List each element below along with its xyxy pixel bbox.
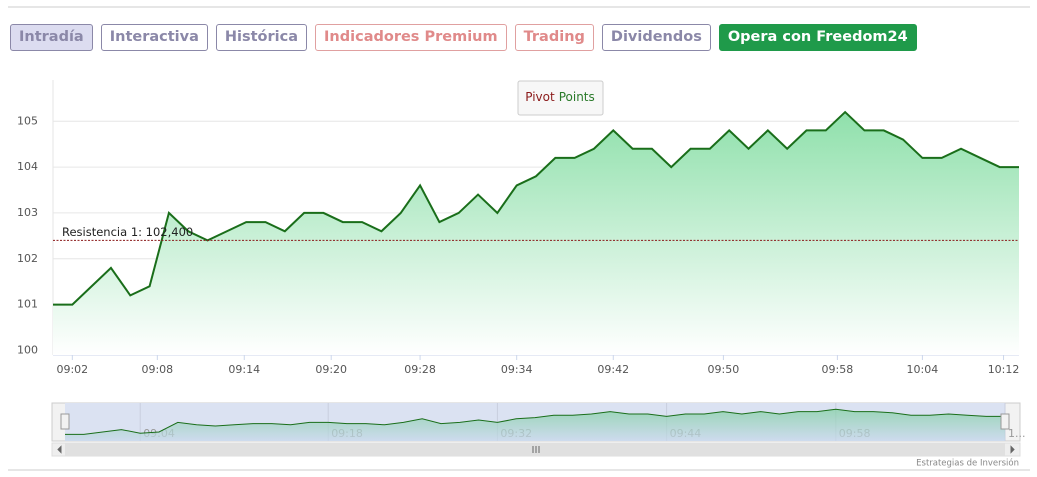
tab-button[interactable]: Dividendos <box>601 24 711 51</box>
legend-item: Points <box>559 90 595 104</box>
tab-button[interactable]: Trading <box>514 24 594 51</box>
resistance-label: Resistencia 1: 102,400 <box>62 225 193 239</box>
x-tick-label: 09:50 <box>708 363 740 376</box>
y-tick-label: 103 <box>17 206 38 219</box>
area-fill <box>53 112 1019 355</box>
navigator-tick-label: 1... <box>1008 427 1026 440</box>
x-tick-label: 09:28 <box>404 363 436 376</box>
x-tick-label: 09:20 <box>315 363 347 376</box>
tab-button[interactable]: Histórica <box>215 24 308 51</box>
tab-button[interactable]: Indicadores Premium <box>315 24 507 51</box>
tab-bar: Intradía Interactiva Histórica Indicadores … <box>10 24 917 51</box>
x-tick-label: 09:58 <box>822 363 854 376</box>
x-tick-label: 10:04 <box>907 363 939 376</box>
legend: Pivot Points <box>525 90 595 104</box>
scrollbar-thumb[interactable] <box>65 443 1005 456</box>
y-tick-label: 102 <box>17 252 38 265</box>
tab-button[interactable]: Interactiva <box>100 24 208 51</box>
navigator-area <box>65 409 1005 441</box>
tab-button[interactable]: Intradía <box>10 24 93 51</box>
y-tick-label: 101 <box>17 298 38 311</box>
x-tick-label: 09:42 <box>597 363 629 376</box>
scroll-arrows <box>57 445 1015 454</box>
legend-box <box>517 80 604 116</box>
x-tick-label: 09:02 <box>56 363 88 376</box>
navigator-handle[interactable] <box>60 413 70 430</box>
price-line <box>53 110 1019 306</box>
x-tick-label: 10:12 <box>988 363 1020 376</box>
x-tick-label: 09:34 <box>501 363 533 376</box>
y-tick-label: 100 <box>17 343 38 356</box>
x-tick-label: 09:14 <box>228 363 260 376</box>
tab-button[interactable]: Opera con Freedom24 <box>718 24 917 51</box>
navigator-handle[interactable] <box>1000 413 1010 430</box>
x-tick-label: 09:08 <box>141 363 173 376</box>
y-tick-label: 105 <box>17 114 38 127</box>
credit: Estrategias de Inversión <box>916 458 1019 469</box>
navigator-line <box>65 408 1005 435</box>
legend-item: Pivot <box>525 90 555 104</box>
y-tick-label: 104 <box>17 160 38 173</box>
